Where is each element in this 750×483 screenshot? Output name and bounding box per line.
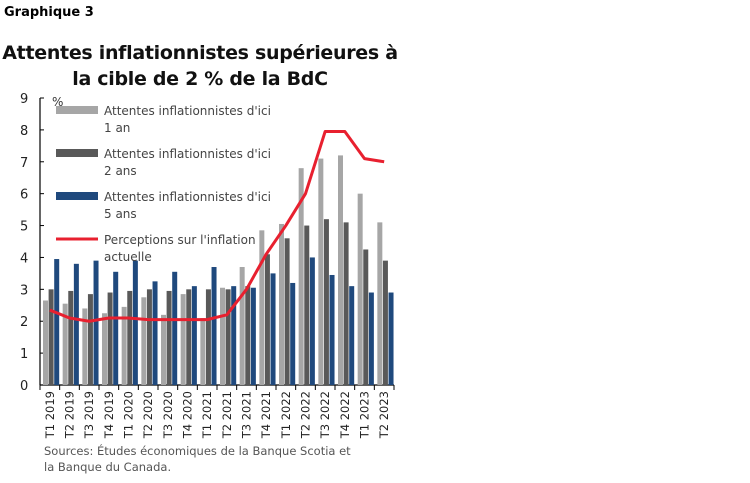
bar-3 xyxy=(349,286,355,385)
bar-1 xyxy=(239,267,245,385)
legend-label: 5 ans xyxy=(104,207,137,221)
bar-3 xyxy=(231,286,237,385)
bar-3 xyxy=(73,263,79,385)
bar-2 xyxy=(127,290,133,385)
bar-2 xyxy=(225,289,231,385)
bar-1 xyxy=(357,193,363,385)
bar-1 xyxy=(82,308,88,385)
x-tick-label: T4 2022 xyxy=(338,391,352,439)
legend-swatch xyxy=(56,106,98,114)
bar-2 xyxy=(205,289,211,385)
legend-label: Attentes inflationnistes d'ici xyxy=(104,147,271,161)
legend-label: actuelle xyxy=(104,250,152,264)
bar-2 xyxy=(343,222,349,385)
y-tick-label: 5 xyxy=(20,220,28,235)
bar-1 xyxy=(62,303,68,385)
bar-3 xyxy=(132,260,138,385)
bar-2 xyxy=(323,219,329,385)
x-tick-label: T1 2020 xyxy=(122,391,136,439)
x-tick-label: T3 2020 xyxy=(161,391,175,439)
bar-1 xyxy=(102,313,107,385)
bar-1 xyxy=(259,230,265,385)
y-tick-label: 2 xyxy=(20,315,28,330)
bar-2 xyxy=(363,249,369,385)
x-tick-label: T4 2020 xyxy=(181,391,195,439)
bar-3 xyxy=(270,273,276,385)
source-note: Sources: Études économiques de la Banque… xyxy=(44,444,351,474)
bar-1 xyxy=(200,318,206,385)
bar-1 xyxy=(338,155,343,385)
y-axis-unit: % xyxy=(52,95,63,109)
bar-1 xyxy=(121,306,127,385)
bar-3 xyxy=(329,274,335,385)
bar-2 xyxy=(264,254,270,385)
bar-2 xyxy=(68,290,74,385)
legend-swatch xyxy=(56,192,98,200)
bar-3 xyxy=(93,260,99,385)
bar-2 xyxy=(166,290,172,385)
bar-1 xyxy=(43,300,48,385)
bar-1 xyxy=(318,158,324,385)
bar-3 xyxy=(172,271,178,385)
bar-1 xyxy=(141,297,147,385)
bar-2 xyxy=(304,225,310,385)
bar-2 xyxy=(284,238,290,385)
legend-label: 1 an xyxy=(104,121,130,135)
bar-2 xyxy=(186,289,192,385)
legend-label: 2 ans xyxy=(104,164,137,178)
x-tick-label: T4 2019 xyxy=(102,391,116,439)
inflation-perception-line xyxy=(49,129,385,323)
bar-3 xyxy=(290,282,296,385)
chart-title: Attentes inflationnistes supérieures à l… xyxy=(2,42,398,90)
bar-1 xyxy=(298,168,304,385)
x-tick-label: T1 2021 xyxy=(200,391,214,439)
legend-label: Attentes inflationnistes d'ici xyxy=(104,190,271,204)
bar-3 xyxy=(368,292,374,385)
x-tick-label: T4 2021 xyxy=(259,391,273,439)
x-tick-label: T3 2022 xyxy=(318,391,332,439)
y-tick-label: 1 xyxy=(20,347,28,362)
bar-1 xyxy=(161,314,166,385)
y-tick-label: 3 xyxy=(20,283,28,298)
bar-3 xyxy=(309,257,315,385)
x-tick-label: T3 2019 xyxy=(82,391,96,439)
y-tick-label: 4 xyxy=(20,251,28,266)
x-tick-label: T2 2023 xyxy=(377,391,391,439)
y-tick-label: 8 xyxy=(20,124,28,139)
bar-3 xyxy=(113,271,119,385)
bar-1 xyxy=(220,287,225,385)
x-tick-label: T1 2019 xyxy=(43,391,57,439)
legend-label: Attentes inflationnistes d'ici xyxy=(104,104,271,118)
bar-1 xyxy=(279,223,284,385)
bar-2 xyxy=(382,260,388,385)
y-tick-label: 9 xyxy=(20,92,28,107)
x-tick-label: T1 2022 xyxy=(279,391,293,439)
x-tick-label: T2 2020 xyxy=(141,391,155,439)
bar-2 xyxy=(48,289,54,385)
bar-2 xyxy=(107,292,113,385)
y-tick-label: 0 xyxy=(20,379,28,394)
y-tick-label: 7 xyxy=(20,156,28,171)
x-tick-label: T2 2019 xyxy=(63,391,77,439)
bar-3 xyxy=(211,267,217,385)
bar-3 xyxy=(152,281,158,385)
legend-label: Perceptions sur l'inflation xyxy=(104,233,256,247)
bar-2 xyxy=(146,289,152,385)
bar-1 xyxy=(377,222,383,385)
bar-3 xyxy=(388,292,394,385)
bar-3 xyxy=(191,286,197,385)
bar-3 xyxy=(54,259,60,385)
bar-2 xyxy=(87,294,93,385)
y-tick-label: 6 xyxy=(20,188,28,203)
chart-label: Graphique 3 xyxy=(4,5,94,20)
bar-2 xyxy=(245,286,251,385)
x-tick-label: T1 2023 xyxy=(358,391,372,439)
x-tick-label: T2 2022 xyxy=(299,391,313,439)
bar-1 xyxy=(180,294,186,385)
bar-3 xyxy=(250,287,256,385)
x-tick-label: T2 2021 xyxy=(220,391,234,439)
x-tick-label: T3 2021 xyxy=(240,391,254,439)
legend-swatch xyxy=(56,149,98,157)
